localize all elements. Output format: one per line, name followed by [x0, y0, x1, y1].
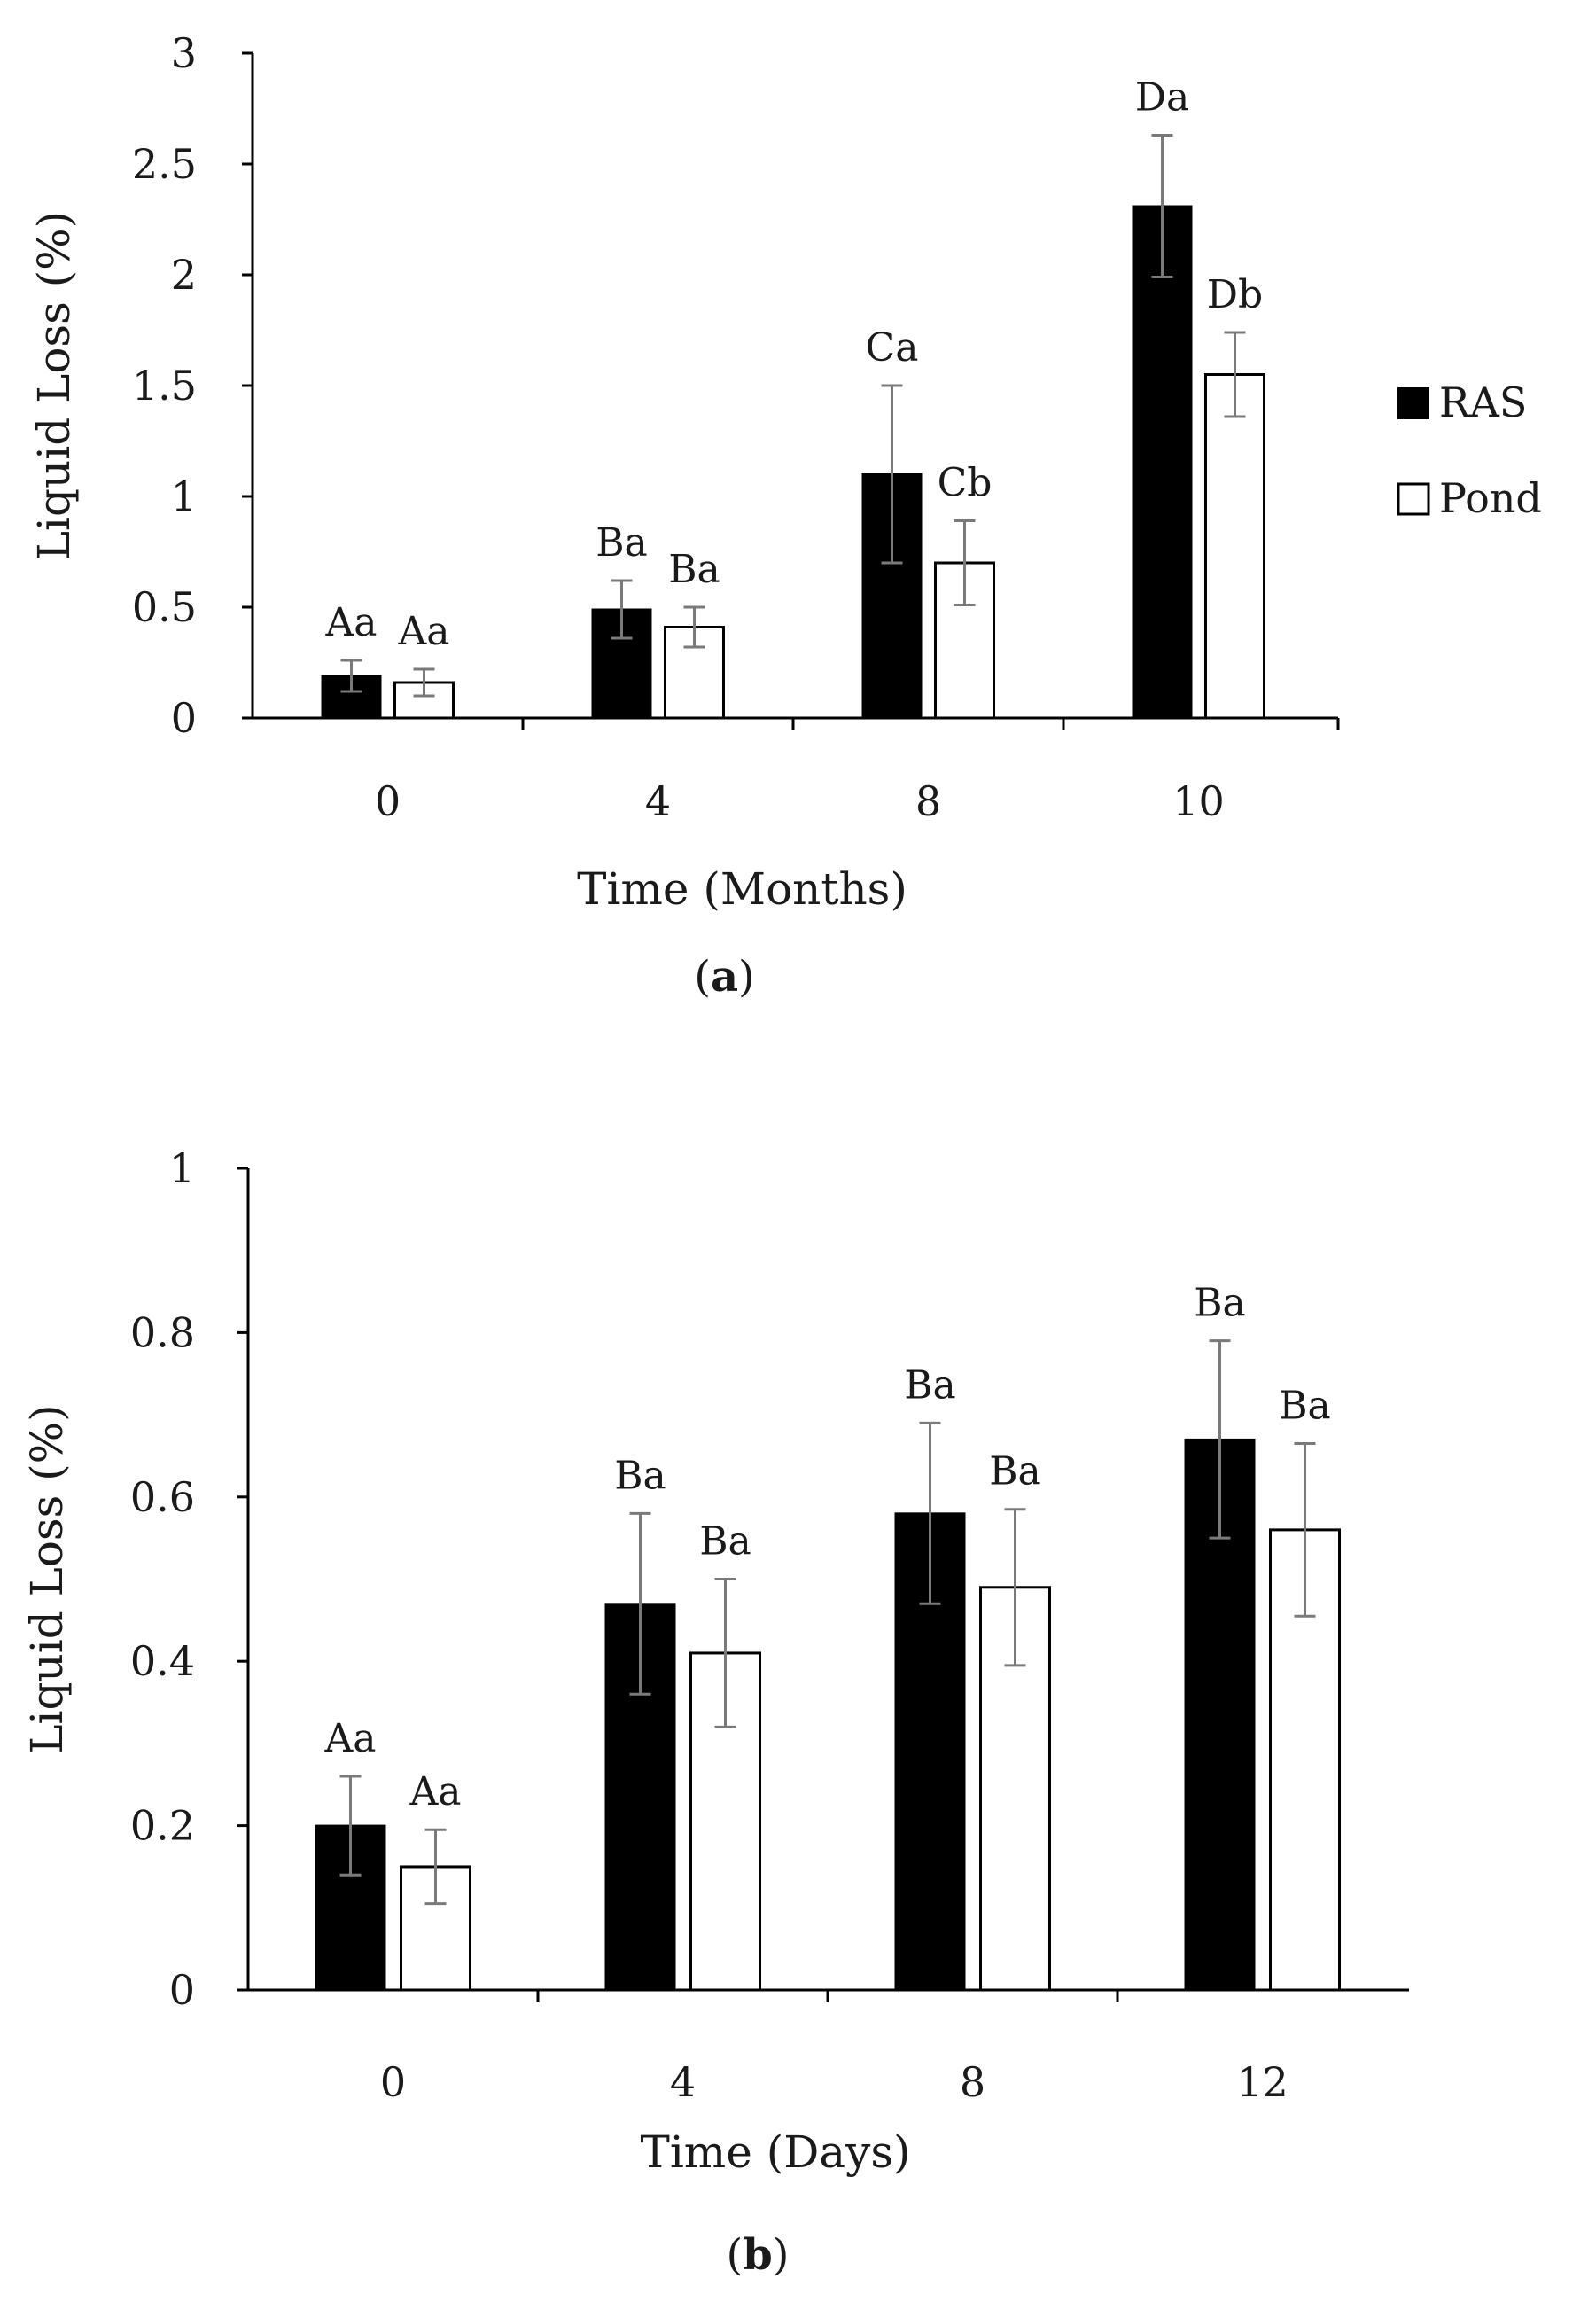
- panel-b-x-tick-label: 4: [670, 2058, 696, 2106]
- panel-b-significance-label: Ba: [614, 1453, 666, 1498]
- panel-b-y-tick-label: 0.4: [130, 1637, 195, 1685]
- panel-a-significance-label: Db: [1207, 272, 1263, 317]
- panel-b-y-axis-title: Liquid Loss (%): [21, 1404, 73, 1753]
- panel-a-x-axis-title: Time (Months): [577, 863, 907, 915]
- panel-b-x-tick-label: 8: [960, 2058, 985, 2106]
- panel-b-y-tick-label: 1: [169, 1144, 195, 1192]
- panel-b-y-tick-label: 0.8: [130, 1308, 195, 1356]
- panel-b-x-tick-label: 0: [380, 2058, 406, 2106]
- panel-a-panel-label: (a): [694, 952, 755, 1002]
- panel-a-y-tick-label: 2.5: [132, 140, 197, 188]
- panel-a-x-tick-label: 8: [915, 777, 941, 825]
- panel-a-bar-ras: [1132, 205, 1193, 719]
- panel-b-significance-label: Aa: [409, 1769, 461, 1814]
- panel-a-significance-label: Da: [1135, 75, 1190, 121]
- panel-a-y-tick-label: 0: [171, 694, 197, 742]
- panel-a-significance-label: Ba: [596, 520, 648, 566]
- panel-a-y-tick-label: 3: [171, 29, 197, 77]
- panel-a-x-tick-label: 0: [375, 777, 401, 825]
- panel-b-x-tick-label: 12: [1236, 2058, 1288, 2106]
- legend-label-pond: Pond: [1439, 474, 1542, 522]
- legend-label-ras: RAS: [1439, 378, 1527, 426]
- panel-b-y-tick-label: 0: [169, 1966, 195, 2014]
- panel-b-significance-label: Ba: [699, 1519, 751, 1565]
- panel-b-significance-label: Ba: [1194, 1281, 1246, 1326]
- panel-a-y-axis-title: Liquid Loss (%): [28, 211, 80, 560]
- panel-a-y-tick-label: 1: [171, 472, 197, 520]
- panel-b-y-tick-label: 0.2: [130, 1802, 195, 1850]
- panel-b-significance-label: Ba: [1279, 1384, 1331, 1429]
- panel-b-panel-label: (b): [726, 2230, 789, 2280]
- panel-a-significance-label: Ba: [668, 547, 720, 592]
- panel-b-significance-label: Ba: [904, 1362, 956, 1408]
- panel-a-significance-label: Aa: [397, 609, 449, 654]
- legend-swatch-pond: [1397, 482, 1430, 516]
- panel-a-y-tick-label: 1.5: [132, 362, 197, 410]
- panel-a-y-tick-label: 2: [171, 251, 197, 299]
- panel-a-significance-label: Aa: [324, 600, 377, 645]
- panel-b-significance-label: Ba: [989, 1449, 1041, 1494]
- panel-a-bar-pond: [1204, 373, 1265, 720]
- panel-a-y-tick-label: 0.5: [132, 583, 197, 631]
- panel-a-significance-label: Ca: [866, 325, 919, 371]
- panel-a-bar-ras: [861, 473, 923, 719]
- panel-b-x-axis-title: Time (Days): [640, 2126, 910, 2178]
- panel-a-x-tick-label: 4: [645, 777, 671, 825]
- panel-a-significance-label: Cb: [938, 461, 993, 506]
- legend-swatch-ras: [1397, 387, 1429, 419]
- panel-b-y-tick-label: 0.6: [130, 1473, 195, 1521]
- panel-a-x-tick-label: 10: [1172, 777, 1225, 825]
- panel-a-bar-ras: [591, 608, 652, 719]
- panel-b-significance-label: Aa: [323, 1716, 376, 1761]
